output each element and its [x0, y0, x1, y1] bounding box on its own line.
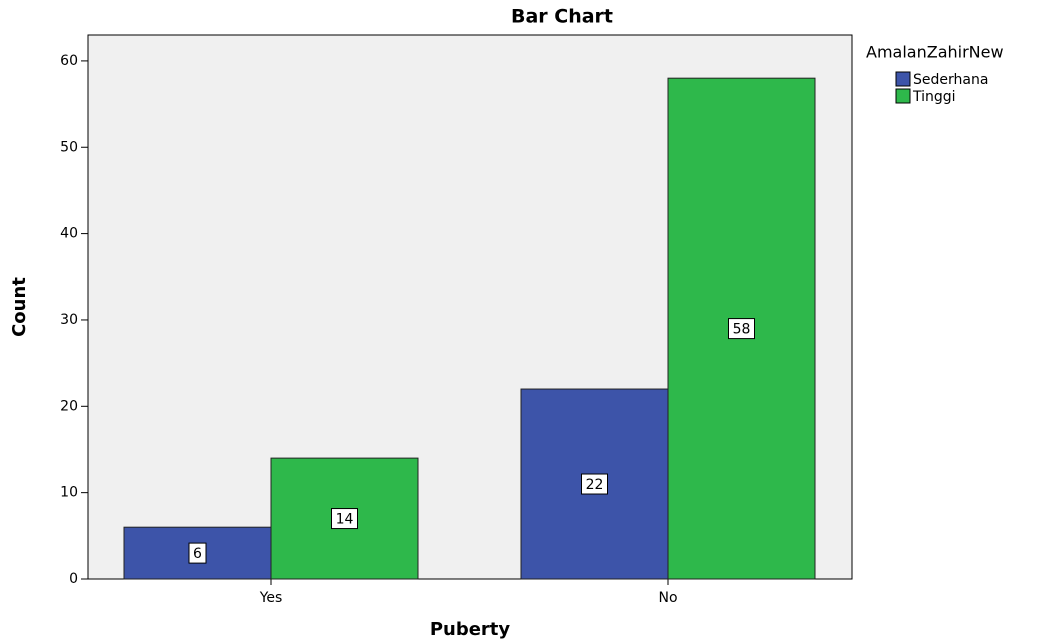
value-label-box [581, 473, 608, 495]
y-tick-label: 40 [60, 226, 78, 242]
legend-label: Sederhana [913, 72, 988, 88]
value-label: 58 [733, 322, 751, 338]
value-label: 22 [586, 477, 604, 493]
value-label-box [331, 508, 358, 530]
x-tick-label: Yes [259, 590, 283, 606]
y-tick-label: 10 [60, 485, 78, 501]
value-label: 6 [193, 546, 202, 562]
y-tick-label: 0 [69, 571, 78, 587]
legend-swatch [895, 88, 911, 104]
y-tick-label: 30 [60, 312, 78, 328]
y-tick-label: 60 [60, 53, 78, 69]
y-axis-label: Count [9, 277, 30, 337]
legend-title: AmalanZahirNew [866, 43, 1004, 62]
y-tick-label: 20 [60, 398, 78, 414]
legend-swatch [895, 71, 911, 87]
y-tick-label: 50 [60, 139, 78, 155]
value-label-box [188, 542, 207, 564]
legend-label: Tinggi [912, 89, 956, 105]
value-label-box [728, 318, 755, 340]
chart-title: Bar Chart [511, 6, 613, 28]
x-tick-label: No [658, 590, 677, 606]
value-label: 14 [336, 512, 354, 528]
x-axis-label: Puberty [430, 619, 511, 640]
